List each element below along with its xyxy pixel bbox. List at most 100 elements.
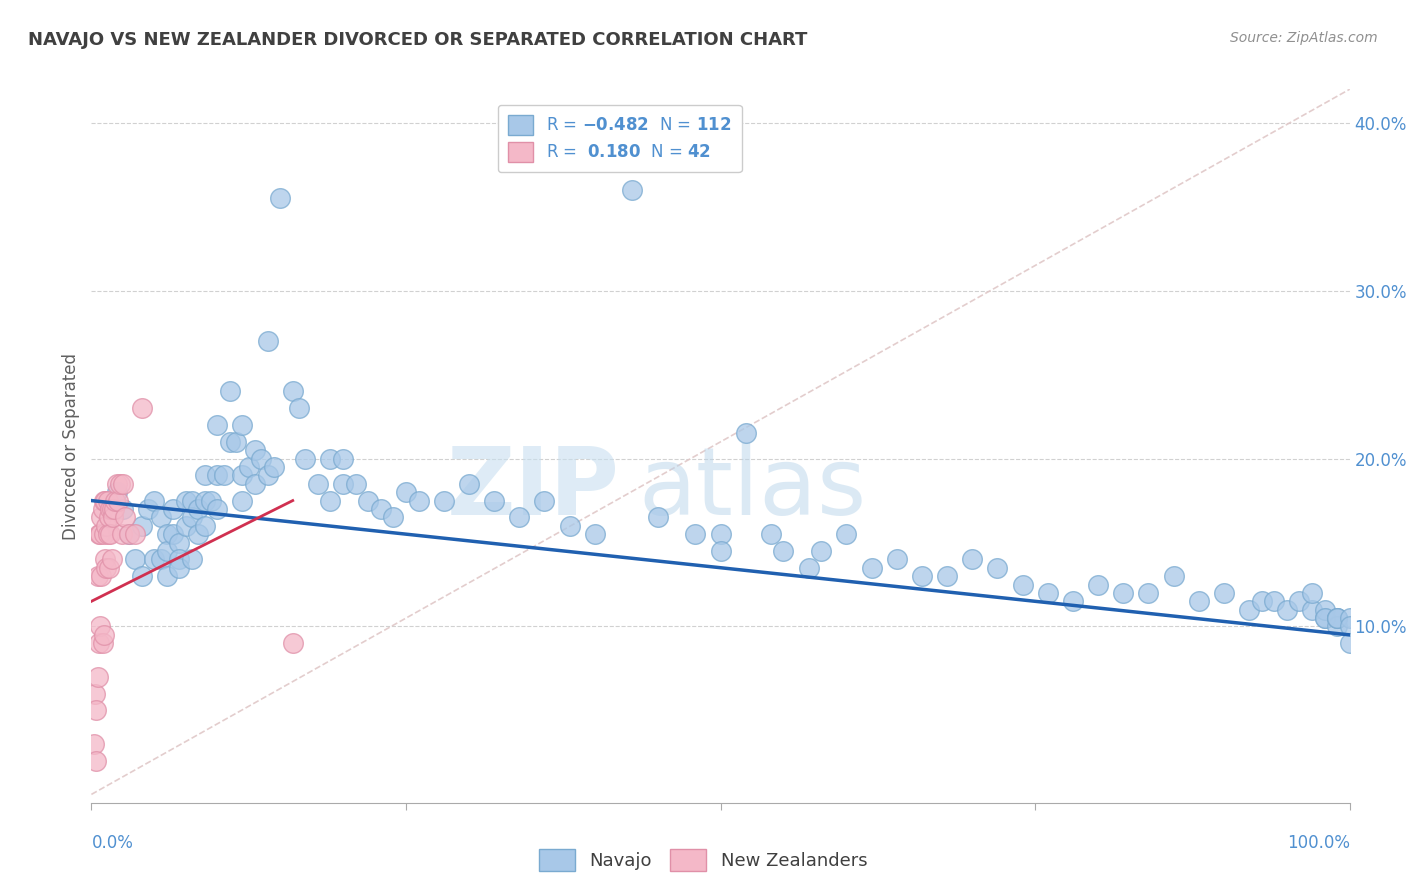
Point — [1188, 594, 1211, 608]
Point — [118, 527, 141, 541]
Point — [90, 510, 112, 524]
Point — [685, 527, 707, 541]
Point — [231, 417, 253, 432]
Point — [156, 544, 179, 558]
Point — [87, 636, 110, 650]
Point — [1339, 636, 1361, 650]
Point — [647, 510, 669, 524]
Point — [225, 434, 247, 449]
Point — [558, 518, 581, 533]
Point — [118, 527, 141, 541]
Point — [408, 493, 430, 508]
Text: Source: ZipAtlas.com: Source: ZipAtlas.com — [1230, 31, 1378, 45]
Point — [86, 703, 108, 717]
Point — [1263, 594, 1285, 608]
Point — [709, 544, 731, 558]
Point — [759, 527, 782, 541]
Point — [263, 460, 285, 475]
Point — [187, 502, 209, 516]
Point — [131, 518, 153, 533]
Point — [96, 560, 118, 574]
Point — [1326, 619, 1348, 633]
Point — [332, 451, 354, 466]
Point — [194, 493, 217, 508]
Point — [181, 552, 204, 566]
Point — [111, 502, 134, 516]
Point — [395, 485, 418, 500]
Point — [962, 552, 984, 566]
Point — [89, 619, 111, 633]
Point — [936, 569, 959, 583]
Point — [104, 493, 127, 508]
Point — [93, 628, 115, 642]
Point — [94, 493, 117, 508]
Point — [107, 493, 129, 508]
Point — [174, 493, 197, 508]
Point — [1011, 577, 1033, 591]
Point — [136, 502, 159, 516]
Point — [1313, 611, 1336, 625]
Point — [281, 384, 304, 399]
Point — [370, 502, 392, 516]
Point — [103, 502, 125, 516]
Point — [98, 560, 121, 574]
Point — [1313, 611, 1336, 625]
Point — [105, 476, 128, 491]
Point — [1313, 603, 1336, 617]
Point — [1339, 619, 1361, 633]
Point — [231, 493, 253, 508]
Point — [84, 687, 107, 701]
Point — [319, 451, 342, 466]
Point — [288, 401, 311, 416]
Point — [169, 535, 191, 549]
Point — [583, 527, 606, 541]
Point — [1212, 586, 1236, 600]
Point — [772, 544, 794, 558]
Point — [91, 502, 114, 516]
Point — [156, 527, 179, 541]
Point — [101, 510, 124, 524]
Point — [98, 527, 121, 541]
Point — [344, 476, 367, 491]
Point — [256, 334, 278, 348]
Point — [1112, 586, 1135, 600]
Point — [205, 502, 228, 516]
Point — [1326, 611, 1348, 625]
Point — [533, 493, 555, 508]
Point — [835, 527, 858, 541]
Point — [1163, 569, 1185, 583]
Point — [1237, 603, 1260, 617]
Text: NAVAJO VS NEW ZEALANDER DIVORCED OR SEPARATED CORRELATION CHART: NAVAJO VS NEW ZEALANDER DIVORCED OR SEPA… — [28, 31, 807, 49]
Point — [1301, 586, 1323, 600]
Point — [734, 426, 756, 441]
Point — [1250, 594, 1272, 608]
Point — [105, 485, 128, 500]
Point — [94, 552, 117, 566]
Point — [86, 569, 108, 583]
Point — [89, 527, 111, 541]
Text: 0.0%: 0.0% — [91, 834, 134, 852]
Legend: Navajo, New Zealanders: Navajo, New Zealanders — [531, 842, 875, 879]
Point — [319, 493, 342, 508]
Point — [332, 476, 354, 491]
Point — [131, 401, 153, 416]
Point — [231, 468, 253, 483]
Point — [98, 510, 121, 524]
Point — [187, 527, 209, 541]
Point — [1137, 586, 1160, 600]
Point — [243, 476, 266, 491]
Point — [218, 434, 240, 449]
Point — [508, 510, 530, 524]
Text: ZIP: ZIP — [447, 442, 620, 535]
Point — [269, 191, 291, 205]
Point — [797, 560, 820, 574]
Point — [218, 384, 240, 399]
Point — [111, 476, 134, 491]
Point — [238, 460, 260, 475]
Point — [1275, 603, 1298, 617]
Point — [1326, 611, 1348, 625]
Point — [1339, 611, 1361, 625]
Point — [810, 544, 832, 558]
Point — [97, 527, 120, 541]
Point — [194, 468, 217, 483]
